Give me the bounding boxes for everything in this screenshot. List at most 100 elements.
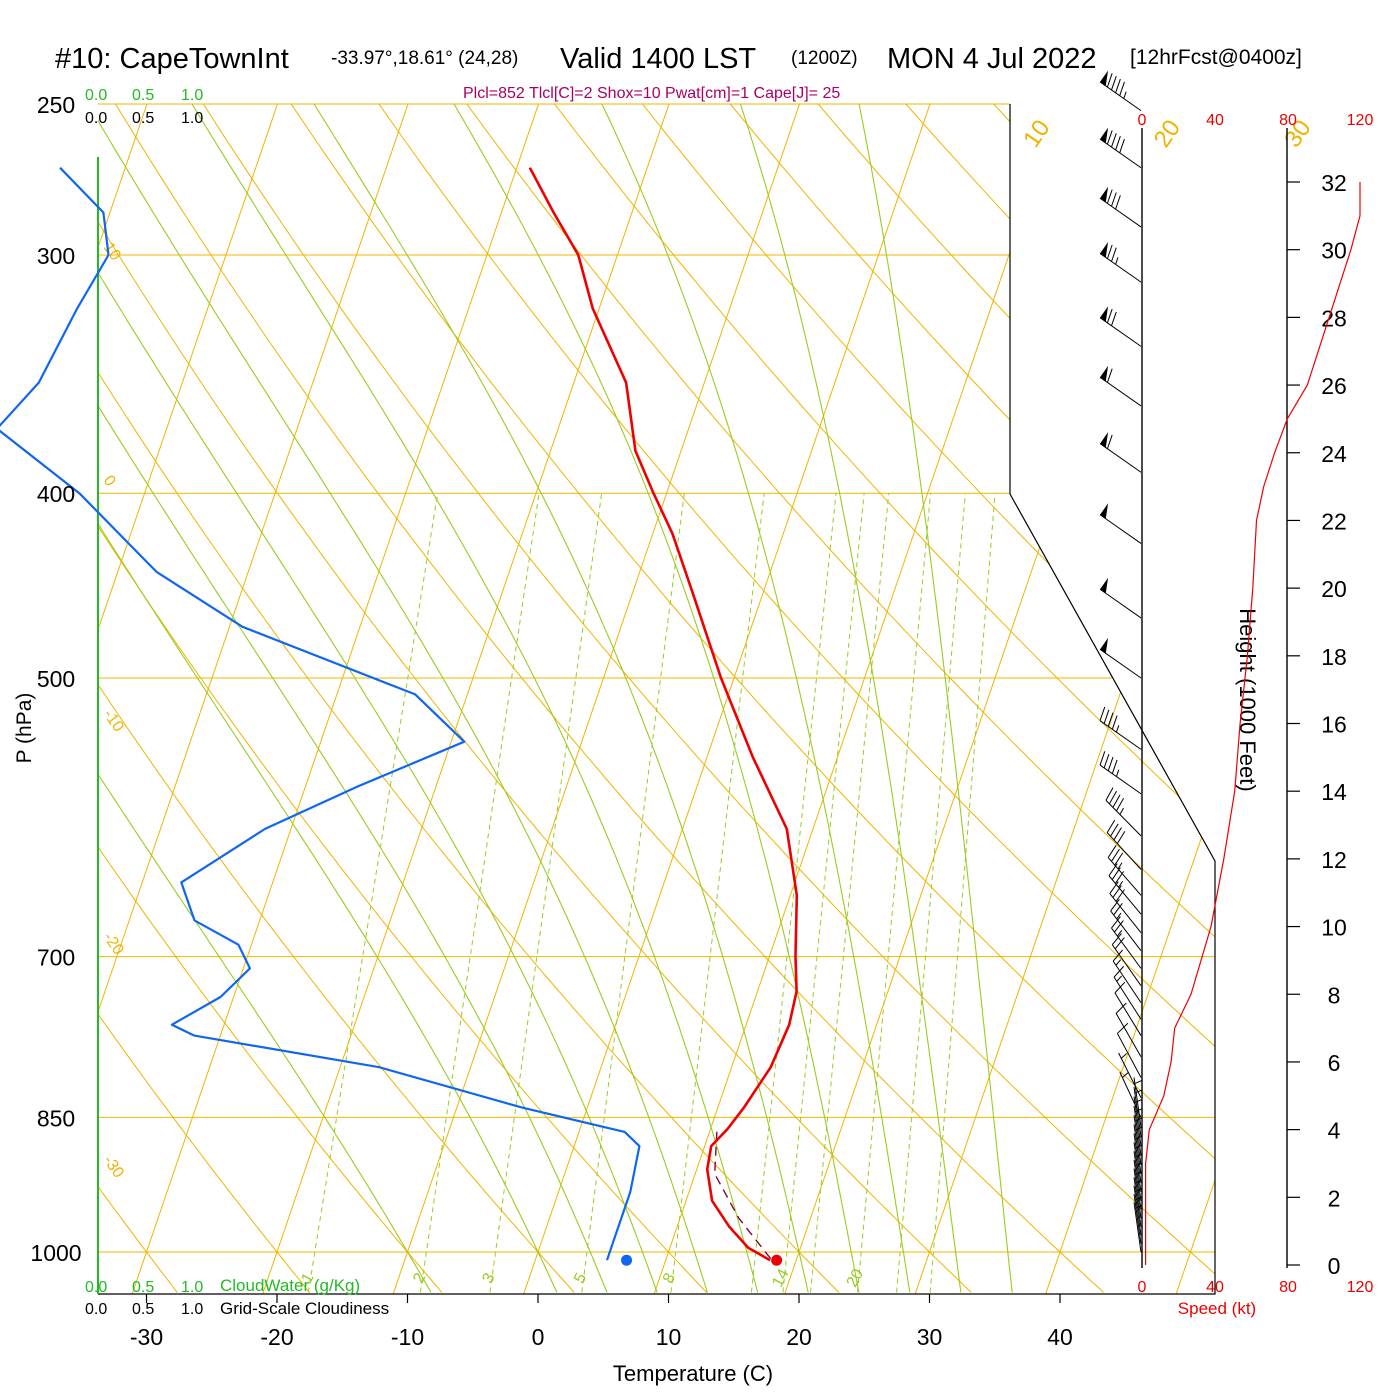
- dry-adiabat-line: [98, 104, 707, 1293]
- dry-adiabat-line: [789, 104, 1215, 1293]
- height-tick-label: 20: [1321, 576, 1347, 602]
- dry-adiabat-line: [528, 104, 1215, 1293]
- speed-scale-top-3: 120: [1347, 112, 1374, 129]
- wind-barb: [1105, 787, 1142, 837]
- moist-adiabat-line: [858, 104, 1013, 1293]
- cloudiness-scale-top-1: 0.5: [132, 110, 154, 127]
- temperature-tick-label: 20: [786, 1324, 812, 1350]
- pressure-tick-label: 1000: [30, 1240, 81, 1266]
- wind-barb: [1099, 706, 1142, 750]
- moist-adiabat-line: [98, 104, 708, 1293]
- height-tick-label: 22: [1321, 508, 1347, 534]
- dry-adiabat-line: [98, 104, 443, 1293]
- wind-barb: [1111, 916, 1142, 969]
- height-tick-label: 2: [1328, 1185, 1341, 1211]
- plot-area: 10 20 30 100-10-20-30 1 2 3 5 8 14 20: [0, 70, 1317, 1295]
- isotherm-line: [98, 104, 290, 1294]
- pressure-axis: 250 300 400 500 700 850 1000: [30, 92, 81, 1266]
- utc-time: (1200Z): [791, 48, 858, 69]
- parcel-trace: [714, 1128, 772, 1260]
- mixing-ratio-label: 3: [479, 1270, 498, 1286]
- temperature-tick-label: 30: [917, 1324, 943, 1350]
- pressure-axis-label: P (hPa): [13, 693, 36, 764]
- mixing-ratio-line: [857, 493, 932, 1293]
- mixing-ratio-line: [750, 493, 837, 1293]
- wind-barb: [1114, 981, 1142, 1036]
- mixing-ratio-line: [782, 493, 865, 1293]
- wind-barb: [1115, 1002, 1142, 1058]
- isotherm-label: 10: [1018, 115, 1055, 152]
- moist-adiabat-line: [98, 104, 432, 1293]
- dry-adiabat-line: [615, 104, 1215, 1293]
- pressure-tick-label: 850: [37, 1105, 75, 1131]
- mixing-ratio-labels: 1 2 3 5 8 14 20: [298, 1266, 867, 1290]
- cloudwater-scale-top-0: 0.0: [85, 87, 107, 104]
- height-tick-label: 0: [1328, 1253, 1341, 1279]
- moist-adiabat-line: [98, 104, 658, 1293]
- mixing-ratio-line: [419, 493, 540, 1293]
- height-tick-label: 28: [1321, 305, 1347, 331]
- valid-time: Valid 1400 LST: [560, 43, 756, 75]
- cloudiness-legend: Grid-Scale Cloudiness: [220, 1299, 389, 1318]
- sounding-indices: Plcl=852 Tlcl[C]=2 Shox=10 Pwat[cm]=1 Ca…: [463, 85, 840, 102]
- speed-height-panel: 0 40 80 120 0 40 80 120 Speed (kt) Heigh…: [1138, 112, 1374, 1318]
- wind-barb: [1107, 845, 1142, 896]
- dry-adiabat-line: [702, 104, 1215, 1293]
- wind-barb: [1099, 70, 1142, 112]
- adiabat-label: 0: [100, 473, 119, 490]
- wind-barb: [1099, 432, 1142, 473]
- adiabat-label: -30: [100, 1153, 127, 1182]
- speed-scale-bottom-2: 80: [1279, 1279, 1297, 1296]
- speed-profile-line: [1145, 182, 1361, 1265]
- mixing-ratio-label: 5: [571, 1270, 590, 1286]
- cloudiness-scale-bottom-1: 0.5: [132, 1301, 154, 1318]
- height-tick-label: 30: [1321, 238, 1347, 264]
- wind-barb: [1099, 637, 1142, 679]
- dry-adiabat-line: [98, 104, 840, 1293]
- isotherm-label: 20: [1149, 115, 1186, 152]
- isotherm-labels: 10 20 30: [1018, 115, 1316, 152]
- wind-barb: [1099, 127, 1142, 169]
- isotherm-line: [260, 104, 682, 1294]
- temperature-tick-label: 10: [656, 1324, 682, 1350]
- adiabat-label: -20: [100, 930, 127, 959]
- moist-adiabat-line: [191, 104, 759, 1293]
- wind-barb: [1099, 751, 1142, 795]
- height-tick-label: 16: [1321, 712, 1347, 738]
- temperature-axis: -30 -20 -10 0 10 20 30 40: [130, 1294, 1073, 1350]
- adiabat-label: 10: [100, 240, 124, 264]
- dry-adiabat-line: [98, 104, 575, 1293]
- mixing-ratio-line: [307, 493, 439, 1293]
- mixing-ratio-label: 14: [769, 1266, 792, 1290]
- wind-barb: [1106, 819, 1142, 870]
- wind-barb: [1111, 933, 1142, 986]
- height-tick-label: 4: [1328, 1118, 1341, 1144]
- mixing-ratio-line: [896, 493, 966, 1293]
- moist-adiabat-line: [98, 104, 608, 1293]
- station-location: -33.97°,18.61° (24,28): [331, 48, 518, 69]
- sounding-profiles: [0, 166, 799, 1266]
- dry-adiabat-line: [98, 104, 178, 1293]
- height-tick-label: 24: [1321, 441, 1347, 467]
- wind-barbs: [1099, 70, 1142, 1253]
- wind-barb: [1110, 898, 1142, 952]
- temperature-tick-label: -10: [391, 1324, 424, 1350]
- dry-adiabat-line: [268, 104, 1215, 1293]
- cloudiness-scale-top-2: 1.0: [181, 110, 203, 127]
- cloudiness-scale-top-0: 0.0: [85, 110, 107, 127]
- pressure-tick-label: 500: [37, 666, 75, 692]
- pressure-tick-label: 700: [37, 945, 75, 971]
- height-tick-label: 18: [1321, 644, 1347, 670]
- moist-adiabat-line: [98, 104, 558, 1293]
- valid-date: MON 4 Jul 2022: [887, 43, 1097, 75]
- cloudwater-legend: CloudWater (g/Kg): [220, 1276, 360, 1295]
- moist-adiabat-line: [313, 104, 809, 1293]
- dry-adiabat-line: [98, 104, 972, 1293]
- wind-barb: [1113, 965, 1142, 1020]
- height-tick-label: 12: [1321, 847, 1347, 873]
- dewpoint-trace: [0, 166, 641, 1261]
- isotherm-line: [390, 104, 812, 1294]
- dry-adiabat-line: [98, 104, 310, 1293]
- mixing-ratio-line: [810, 493, 890, 1293]
